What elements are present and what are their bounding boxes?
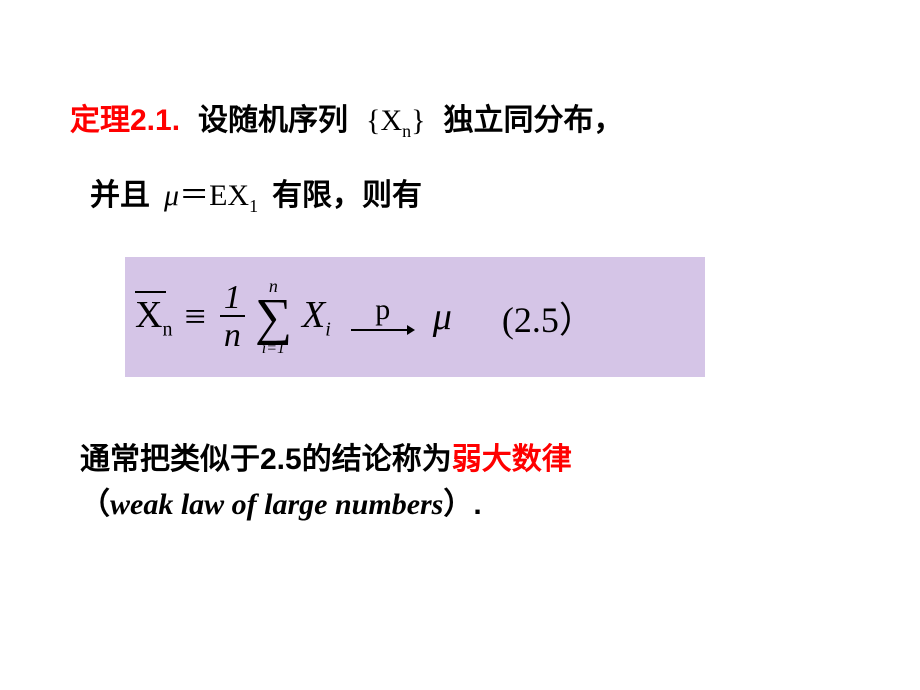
subscript-n: n: [402, 121, 411, 141]
text-segment: 独立同分布，: [444, 95, 624, 139]
var-X: X: [227, 179, 249, 212]
formula-box: Xn ≡ 1 n n ∑ i=1 Xi p μ: [125, 257, 705, 377]
summation: n ∑ i=1: [255, 277, 292, 358]
var-X: X: [302, 294, 325, 336]
main-formula: Xn ≡ 1 n n ∑ i=1 Xi p μ: [135, 277, 595, 358]
denominator: n: [220, 315, 245, 353]
conclusion: 通常把类似于2.5的结论称为弱大数律 （weak law of large nu…: [80, 437, 850, 527]
var-mu: μ: [433, 295, 452, 339]
overline: [135, 291, 166, 293]
arrow-icon: [351, 324, 415, 336]
sum-lower: i=1: [262, 341, 285, 357]
converges-arrow: p: [351, 298, 415, 336]
theorem-line-1: 定理2.1. 设随机序列 {Xn} 独立同分布，: [70, 95, 850, 142]
brace-close: }: [411, 104, 425, 137]
paren-close: ）: [443, 488, 473, 521]
sequence-expression: {Xn}: [366, 104, 425, 142]
fraction: 1 n: [220, 281, 245, 353]
text-segment: 设随机序列: [198, 95, 348, 139]
var-X: X: [380, 104, 402, 137]
subscript-i: i: [325, 318, 331, 340]
xbar: Xn: [135, 293, 172, 342]
defined-as: ≡: [184, 295, 205, 339]
english-term: weak law of large numbers: [110, 488, 443, 521]
mu-expression: μ＝EX1: [164, 170, 258, 217]
var-mu: μ: [164, 179, 179, 212]
sigma-icon: ∑: [255, 295, 292, 342]
subscript-n: n: [162, 318, 172, 340]
numerator: 1: [224, 281, 241, 315]
var-Xi: Xi: [302, 293, 331, 342]
expectation-E: E: [209, 179, 227, 212]
paren-open: （: [80, 488, 110, 521]
subscript-1: 1: [249, 196, 258, 216]
text-segment: 有限，则有: [272, 170, 422, 214]
theorem-line-2: 并且 μ＝EX1 有限，则有: [90, 170, 850, 217]
conclusion-text: 通常把类似于2.5的结论称为弱大数律 （weak law of large nu…: [80, 437, 850, 527]
var-X: X: [135, 294, 162, 336]
slide-content: 定理2.1. 设随机序列 {Xn} 独立同分布， 并且 μ＝EX1 有限，则有 …: [70, 95, 850, 527]
brace-open: {: [366, 104, 380, 137]
period: .: [473, 488, 481, 521]
equation-number: (2.5）: [502, 291, 595, 343]
arrow-label-p: p: [375, 298, 390, 324]
text-segment: 并且: [90, 170, 150, 214]
theorem-label: 定理2.1.: [70, 95, 180, 139]
text-segment: 通常把类似于2.5的结论称为: [80, 443, 452, 476]
term-red: 弱大数律: [452, 443, 572, 476]
equals: ＝: [179, 179, 209, 212]
